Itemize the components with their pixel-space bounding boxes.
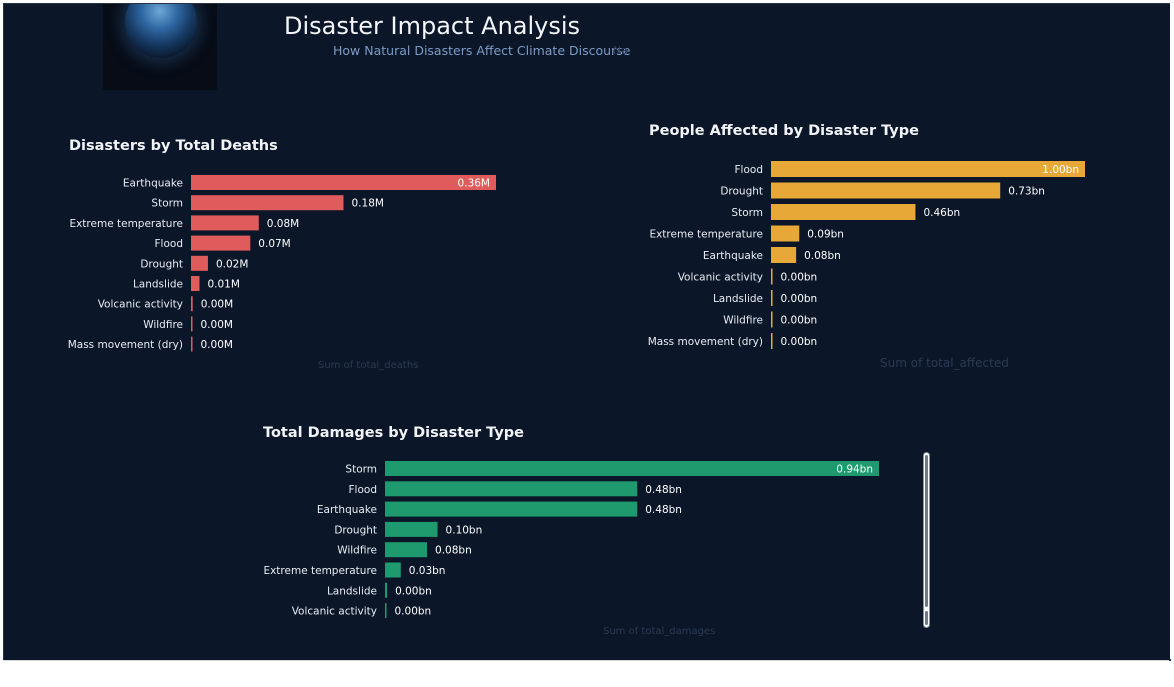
deaths-axis-title: Sum of total_deaths (318, 360, 419, 371)
affected-category-label-earthquake: Earthquake (703, 250, 763, 262)
affected-category-label-drought: Drought (720, 186, 763, 198)
deaths-data-label-mass-movement-dry: 0.00M (201, 339, 233, 351)
affected-category-label-wildfire: Wildfire (723, 315, 763, 327)
affected-category-label-storm: Storm (731, 207, 763, 219)
scrollbar-end-cap[interactable] (925, 611, 928, 625)
window-edge (1170, 3, 1174, 659)
affected-category-label-mass-movement-dry: Mass movement (dry) (648, 336, 763, 348)
affected-bar-extreme-temperature[interactable] (771, 225, 800, 242)
deaths-bar-storm[interactable] (191, 195, 344, 211)
damages-data-label-earthquake: 0.48bn (645, 504, 682, 516)
damages-bar-flood[interactable] (385, 481, 638, 497)
deaths-bar-drought[interactable] (191, 255, 208, 271)
affected-data-label-volcanic-activity: 0.00bn (781, 272, 818, 284)
scrollbar-thumb[interactable] (925, 455, 928, 607)
damages-scrollbar[interactable] (923, 452, 930, 628)
deaths-data-label-earthquake: 0.36M (458, 178, 490, 190)
affected-category-label-volcanic-activity: Volcanic activity (678, 272, 763, 284)
deaths-category-label-volcanic-activity: Volcanic activity (98, 299, 183, 311)
deaths-data-label-drought: 0.02M (216, 258, 248, 270)
damages-bar-extreme-temperature[interactable] (385, 562, 401, 578)
subtitle-overflow-text: Na (613, 44, 628, 57)
affected-chart-title: People Affected by Disaster Type (649, 123, 919, 139)
affected-category-label-extreme-temperature: Extreme temperature (649, 229, 763, 241)
damages-data-label-volcanic-activity: 0.00bn (395, 606, 432, 618)
affected-data-label-drought: 0.73bn (1008, 186, 1045, 198)
earth-icon (103, 4, 217, 90)
affected-data-label-storm: 0.46bn (923, 207, 960, 219)
damages-data-label-landslide: 0.00bn (395, 585, 432, 597)
deaths-bar-mass-movement-dry[interactable] (191, 336, 193, 352)
damages-data-label-flood: 0.48bn (645, 484, 682, 496)
affected-bar-volcanic-activity[interactable] (771, 268, 773, 285)
deaths-category-label-flood: Flood (155, 238, 183, 250)
bottom-page-bar (3, 660, 1169, 687)
deaths-bar-earthquake[interactable] (191, 175, 496, 190)
affected-bar-earthquake[interactable] (771, 247, 797, 263)
page-title: Disaster Impact Analysis (284, 12, 581, 40)
damages-category-label-wildfire: Wildfire (337, 545, 377, 557)
affected-data-label-mass-movement-dry: 0.00bn (781, 336, 818, 348)
damages-category-label-storm: Storm (345, 464, 377, 476)
deaths-bar-extreme-temperature[interactable] (191, 215, 259, 231)
affected-data-label-flood: 1.00bn (1042, 164, 1079, 176)
affected-data-label-landslide: 0.00bn (781, 293, 818, 305)
deaths-category-label-landslide: Landslide (133, 279, 183, 291)
deaths-chart-title: Disasters by Total Deaths (69, 138, 278, 154)
damages-category-label-volcanic-activity: Volcanic activity (292, 606, 377, 618)
deaths-bar-landslide[interactable] (191, 276, 200, 291)
affected-data-label-wildfire: 0.00bn (781, 315, 818, 327)
affected-bar-landslide[interactable] (771, 290, 773, 306)
damages-chart-title: Total Damages by Disaster Type (263, 425, 524, 441)
deaths-category-label-drought: Drought (140, 258, 183, 270)
damages-category-label-drought: Drought (334, 524, 377, 536)
damages-category-label-earthquake: Earthquake (317, 504, 377, 516)
deaths-category-label-wildfire: Wildfire (143, 319, 183, 331)
deaths-data-label-extreme-temperature: 0.08M (267, 218, 299, 230)
damages-category-label-extreme-temperature: Extreme temperature (263, 565, 377, 577)
page-subtitle: How Natural Disasters Affect Climate Dis… (333, 43, 631, 58)
affected-data-label-earthquake: 0.08bn (804, 250, 841, 262)
damages-bar-storm[interactable] (385, 461, 879, 476)
damages-bar-volcanic-activity[interactable] (385, 603, 387, 619)
damages-bar-landslide[interactable] (385, 582, 388, 598)
damages-data-label-wildfire: 0.08bn (435, 545, 472, 557)
affected-data-label-extreme-temperature: 0.09bn (807, 229, 844, 241)
deaths-data-label-landslide: 0.01M (207, 279, 239, 291)
damages-bar-drought[interactable] (385, 521, 438, 537)
damages-data-label-storm: 0.94bn (836, 464, 873, 476)
report-canvas (3, 3, 1171, 661)
deaths-data-label-storm: 0.18M (352, 198, 384, 210)
deaths-bar-wildfire[interactable] (191, 316, 193, 332)
affected-category-label-landslide: Landslide (713, 293, 763, 305)
affected-bar-storm[interactable] (771, 204, 916, 220)
deaths-data-label-wildfire: 0.00M (201, 319, 233, 331)
deaths-bar-volcanic-activity[interactable] (191, 296, 193, 312)
affected-bar-flood[interactable] (771, 161, 1085, 177)
affected-bar-mass-movement-dry[interactable] (771, 333, 773, 349)
deaths-data-label-flood: 0.07M (258, 238, 290, 250)
damages-category-label-flood: Flood (349, 484, 377, 496)
damages-axis-title: Sum of total_damages (603, 626, 716, 637)
deaths-data-label-volcanic-activity: 0.00M (201, 299, 233, 311)
damages-category-label-landslide: Landslide (327, 585, 377, 597)
deaths-category-label-storm: Storm (151, 198, 183, 210)
deaths-category-label-mass-movement-dry: Mass movement (dry) (68, 339, 183, 351)
damages-data-label-drought: 0.10bn (446, 524, 483, 536)
affected-bar-wildfire[interactable] (771, 311, 773, 328)
deaths-category-label-extreme-temperature: Extreme temperature (69, 218, 183, 230)
affected-bar-drought[interactable] (771, 182, 1001, 199)
damages-data-label-extreme-temperature: 0.03bn (409, 565, 446, 577)
damages-bar-earthquake[interactable] (385, 501, 638, 517)
deaths-bar-flood[interactable] (191, 235, 251, 251)
deaths-category-label-earthquake: Earthquake (123, 178, 183, 190)
affected-category-label-flood: Flood (735, 164, 763, 176)
affected-axis-title: Sum of total_affected (880, 356, 1009, 370)
damages-bar-wildfire[interactable] (385, 542, 428, 558)
